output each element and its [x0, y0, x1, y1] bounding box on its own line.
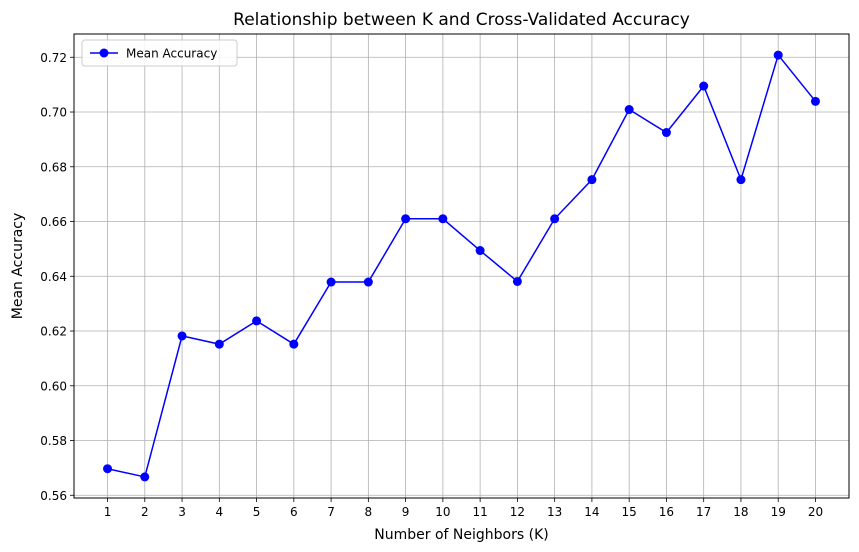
data-point — [587, 175, 597, 185]
legend-marker-sample — [99, 48, 109, 58]
y-tick-label: 0.66 — [40, 215, 67, 229]
data-point — [810, 96, 820, 106]
y-tick-label: 0.60 — [40, 379, 67, 393]
y-tick-label: 0.72 — [40, 51, 67, 65]
series-line-mean-accuracy — [107, 53, 817, 478]
legend-label-mean-accuracy: Mean Accuracy — [126, 47, 217, 61]
x-tick-label: 3 — [178, 505, 186, 519]
data-point — [475, 246, 485, 256]
x-tick-label: 4 — [215, 505, 223, 519]
data-point — [252, 316, 262, 326]
x-tick-label: 14 — [584, 505, 599, 519]
x-tick-label: 9 — [402, 505, 410, 519]
x-tick-label: 2 — [141, 505, 149, 519]
data-point — [512, 276, 522, 286]
series-layer — [103, 50, 820, 482]
y-tick-label: 0.58 — [40, 434, 67, 448]
chart-title: Relationship between K and Cross-Validat… — [233, 10, 690, 30]
x-tick-label: 10 — [435, 505, 450, 519]
y-tick-label: 0.62 — [40, 325, 67, 339]
x-tick-label: 16 — [659, 505, 674, 519]
y-tick-label: 0.70 — [40, 106, 67, 120]
data-point — [326, 277, 336, 287]
x-tick-label: 18 — [733, 505, 748, 519]
x-tick-label: 7 — [327, 505, 335, 519]
data-point — [699, 81, 709, 91]
data-point — [177, 331, 187, 341]
x-tick-label: 12 — [510, 505, 525, 519]
data-point — [736, 175, 746, 185]
x-tick-label: 17 — [696, 505, 711, 519]
data-point — [214, 339, 224, 349]
y-tick-label: 0.68 — [40, 160, 67, 174]
plot-frame — [73, 33, 850, 499]
x-tick-label: 11 — [472, 505, 487, 519]
grid — [74, 34, 849, 498]
ticks: 1 2 3 4 5 6 7 8 9 10 11 12 13 14 15 16 17 18 19 200.560.580… — [40, 51, 823, 519]
data-point — [140, 472, 150, 482]
legend-box — [81, 39, 238, 67]
data-point — [289, 339, 299, 349]
x-tick-label: 20 — [808, 505, 823, 519]
data-point — [773, 50, 783, 60]
data-point — [661, 128, 671, 138]
x-tick-label: 5 — [253, 505, 261, 519]
x-tick-label: 15 — [622, 505, 637, 519]
data-point — [401, 214, 411, 224]
data-point — [103, 464, 113, 474]
x-tick-label: 1 — [104, 505, 112, 519]
x-tick-label: 8 — [365, 505, 373, 519]
data-point — [550, 214, 560, 224]
x-tick-label: 6 — [290, 505, 298, 519]
legend: Mean Accuracy — [81, 39, 238, 67]
y-tick-label: 0.56 — [40, 489, 67, 503]
y-axis-title: Mean Accuracy — [10, 213, 26, 320]
x-axis-title: Number of Neighbors (K) — [374, 527, 548, 543]
x-tick-label: 13 — [547, 505, 562, 519]
x-tick-label: 19 — [771, 505, 786, 519]
y-tick-label: 0.64 — [40, 270, 67, 284]
data-point — [624, 105, 634, 115]
data-point — [363, 277, 373, 287]
data-point — [438, 214, 448, 224]
